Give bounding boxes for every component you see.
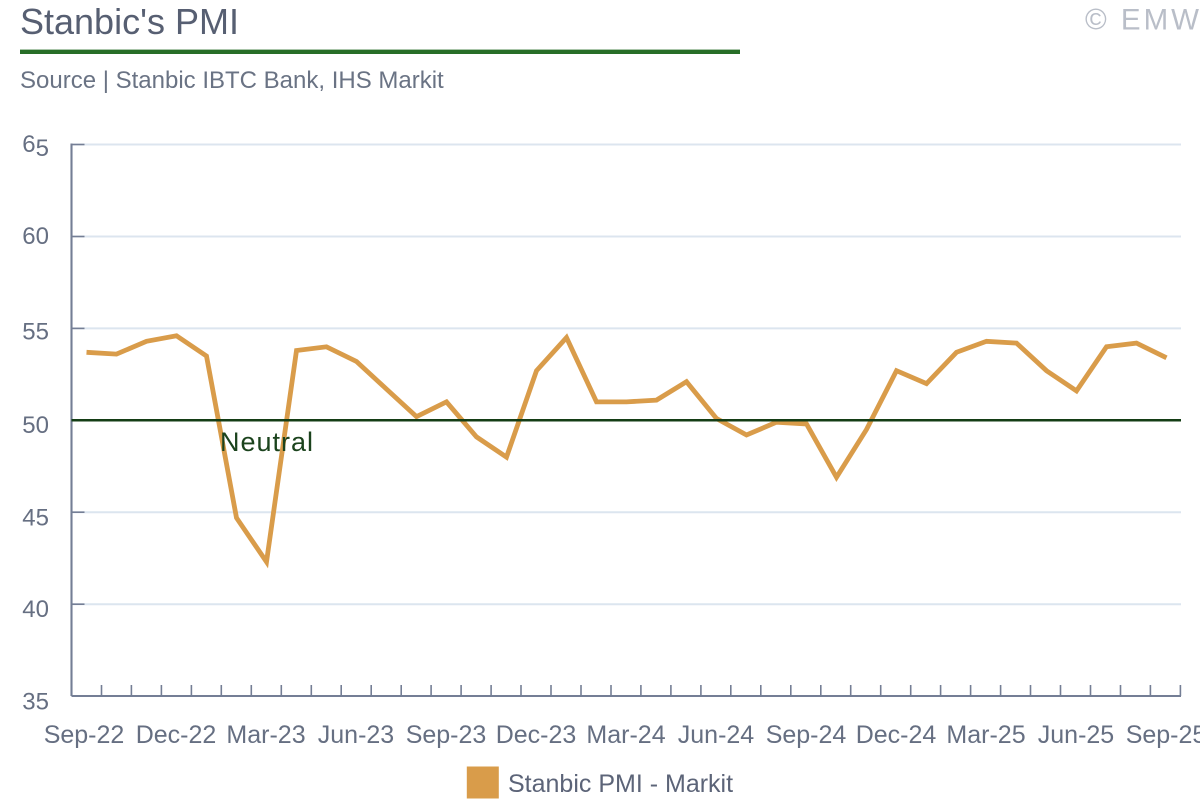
- svg-text:40: 40: [22, 596, 49, 623]
- svg-text:Jun-23: Jun-23: [318, 721, 394, 749]
- svg-text:Neutral: Neutral: [220, 427, 314, 457]
- svg-text:Sep-22: Sep-22: [44, 721, 125, 749]
- svg-text:Mar-24: Mar-24: [586, 721, 665, 749]
- svg-text:© EMW: © EMW: [1085, 4, 1200, 37]
- svg-text:Mar-25: Mar-25: [946, 721, 1025, 749]
- svg-text:Sep-25: Sep-25: [1126, 721, 1200, 749]
- svg-text:65: 65: [22, 131, 49, 162]
- svg-text:Stanbic PMI - Markit: Stanbic PMI - Markit: [508, 770, 733, 798]
- svg-text:55: 55: [22, 319, 49, 346]
- svg-text:35: 35: [22, 689, 49, 716]
- svg-text:Source | Stanbic IBTC Bank, IH: Source | Stanbic IBTC Bank, IHS Markit: [20, 67, 444, 94]
- svg-text:Stanbic's PMI: Stanbic's PMI: [20, 1, 239, 42]
- svg-text:50: 50: [22, 412, 49, 439]
- svg-text:Dec-23: Dec-23: [496, 721, 577, 749]
- svg-text:60: 60: [22, 223, 49, 250]
- svg-text:Mar-23: Mar-23: [226, 721, 305, 749]
- svg-text:Jun-25: Jun-25: [1038, 721, 1114, 749]
- svg-text:Dec-24: Dec-24: [856, 721, 937, 749]
- svg-text:Sep-24: Sep-24: [766, 721, 847, 749]
- svg-text:Jun-24: Jun-24: [678, 721, 755, 749]
- svg-text:Sep-23: Sep-23: [406, 721, 487, 749]
- svg-text:45: 45: [22, 504, 49, 531]
- svg-text:Dec-22: Dec-22: [136, 721, 217, 749]
